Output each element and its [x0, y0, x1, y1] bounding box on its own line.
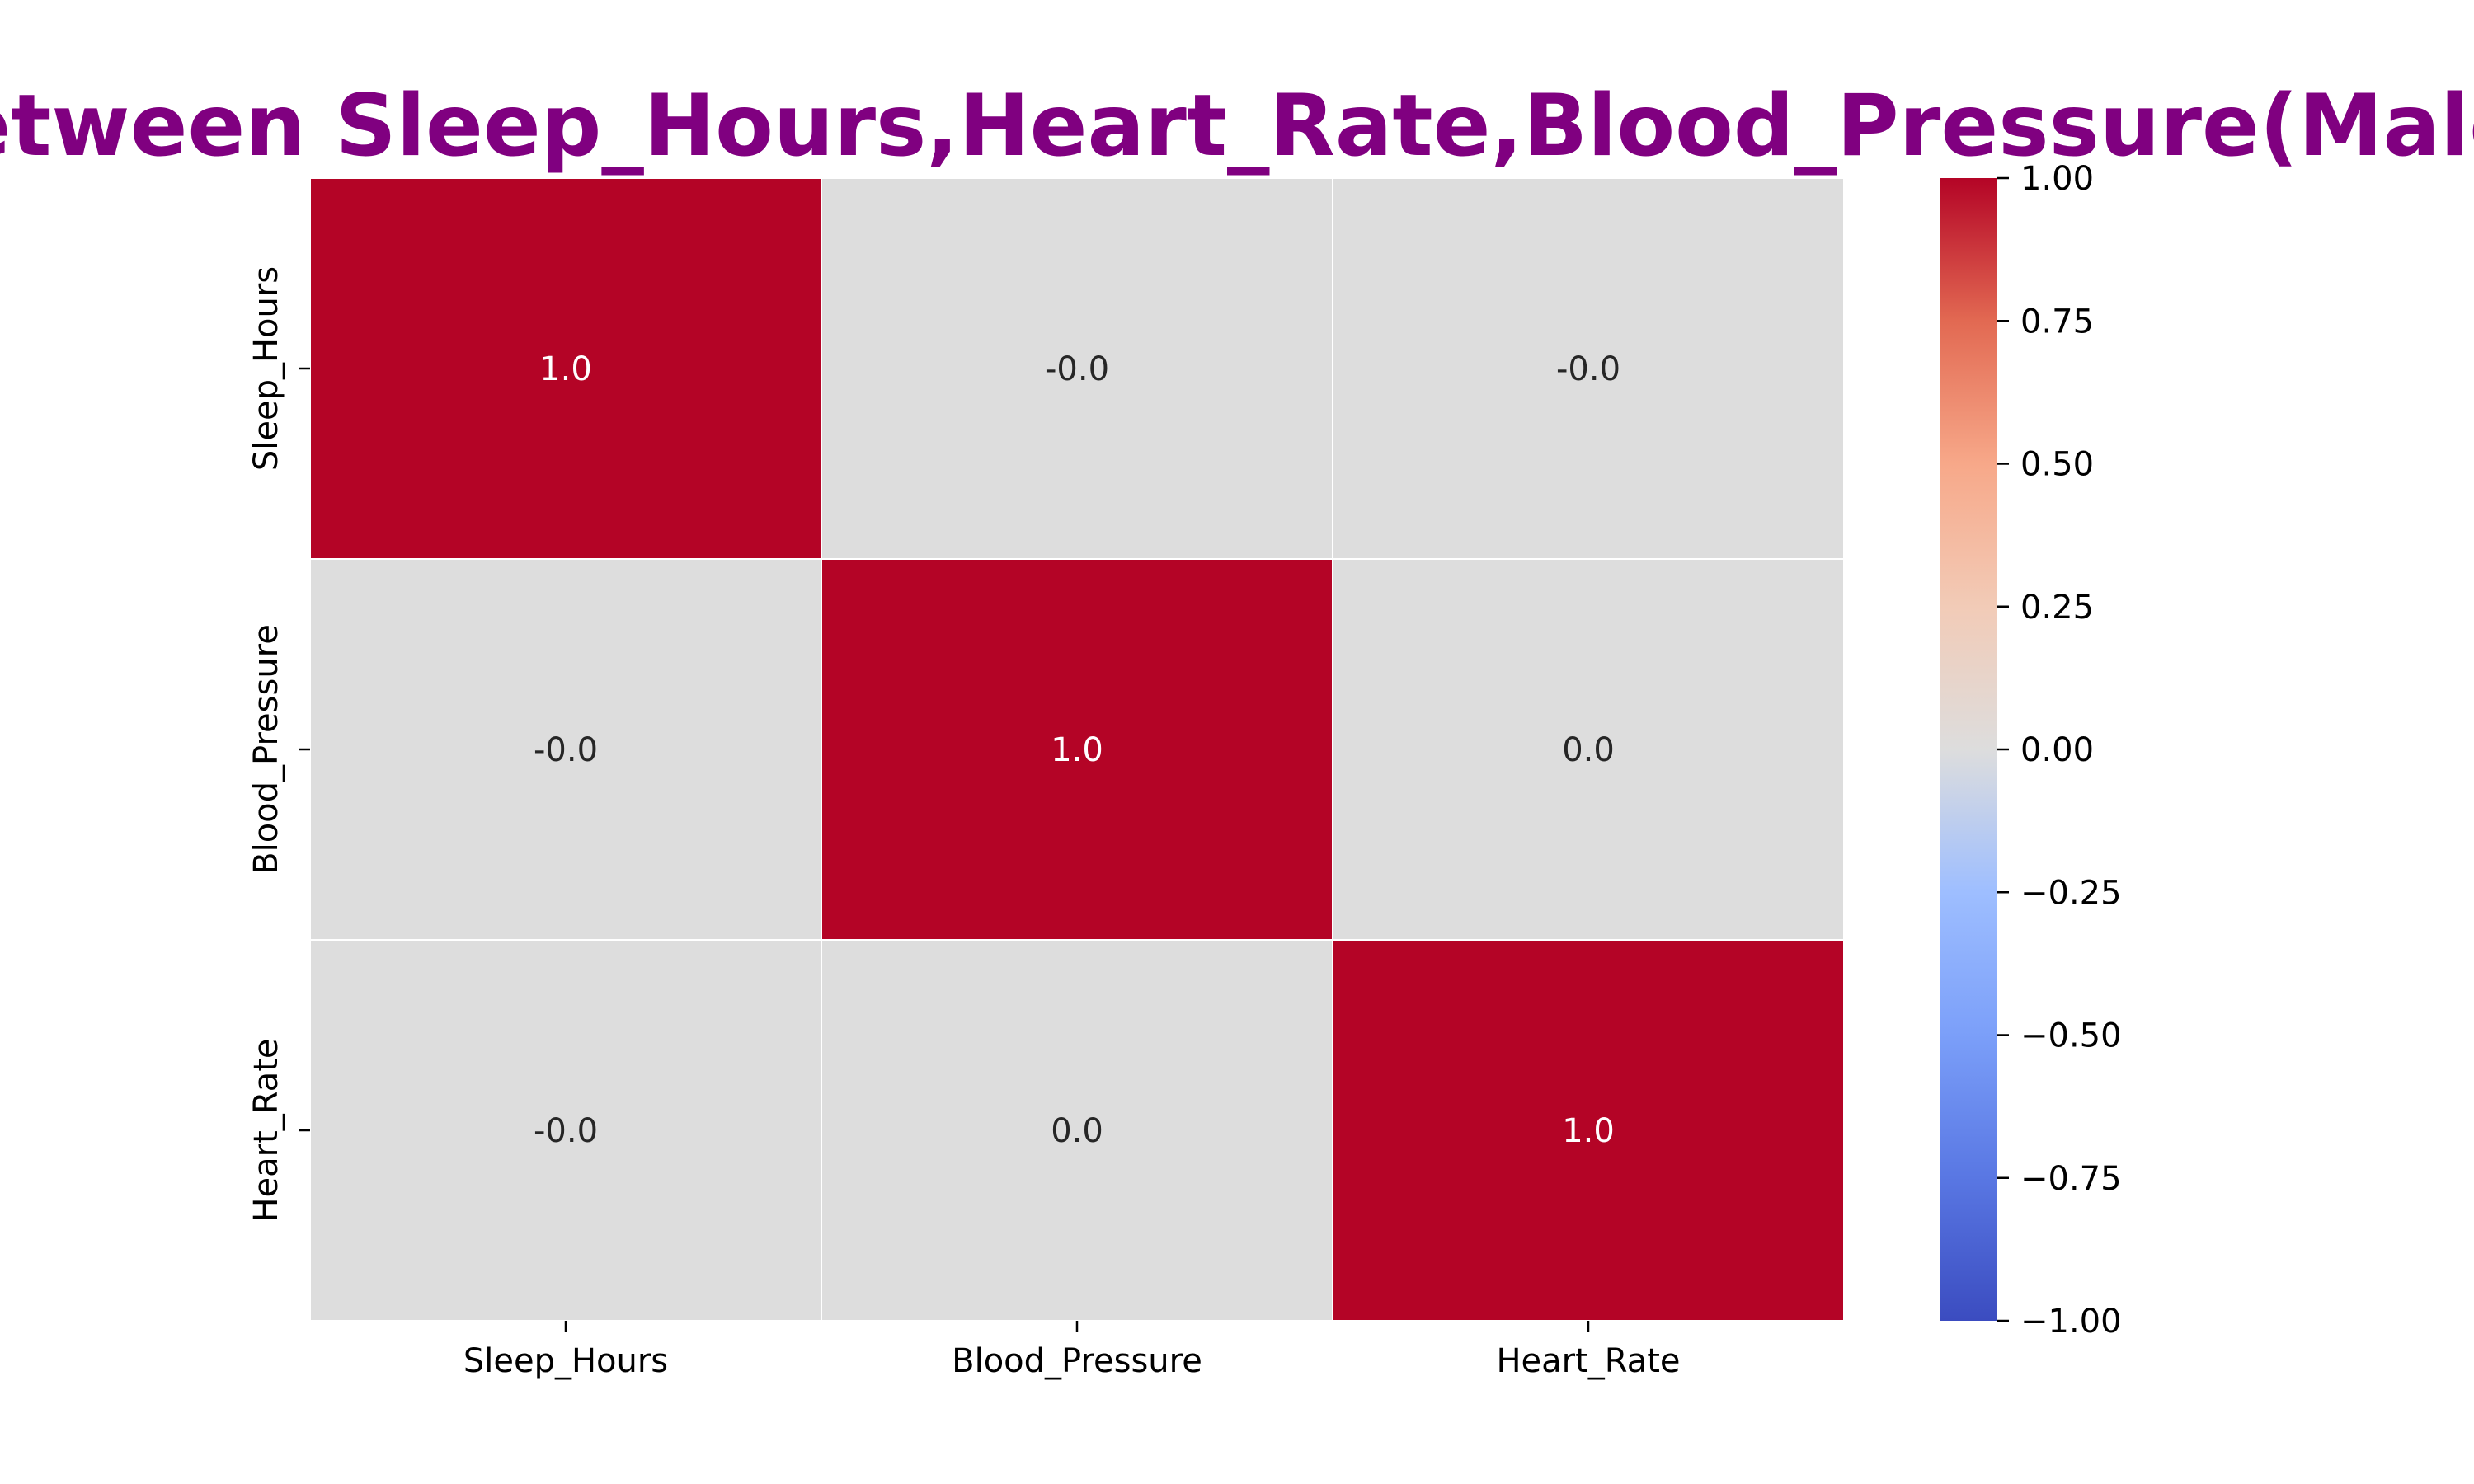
cell-annotation: 0.0 — [1051, 1112, 1103, 1150]
colorbar — [1940, 178, 1997, 1321]
cell-annotation: 1.0 — [1051, 731, 1103, 769]
heatmap-cell — [1332, 558, 1845, 941]
colorbar-tick-label: 0.75 — [2020, 303, 2094, 340]
colorbar-tick-label: 0.00 — [2020, 731, 2094, 769]
colorbar-tick-label: 0.25 — [2020, 589, 2094, 627]
heatmap-cell — [309, 177, 822, 560]
cell-annotation: -0.0 — [534, 1112, 598, 1150]
heatmap-cell — [309, 558, 822, 941]
colorbar-tick-label: −0.50 — [2020, 1017, 2122, 1055]
chart-title: Correlation between Sleep_Hours,Heart_Ra… — [0, 77, 2474, 176]
y-axis-ticks: Sleep_Hours Blood_Pressure Heart_Rate — [247, 266, 310, 1223]
colorbar-tick-label: −0.25 — [2020, 874, 2122, 912]
y-tick-label: Blood_Pressure — [247, 624, 285, 875]
cell-annotation: 0.0 — [1562, 731, 1615, 769]
colorbar-tick-label: −1.00 — [2020, 1303, 2122, 1341]
y-tick-label: Heart_Rate — [247, 1038, 285, 1222]
heatmap-cell — [309, 939, 822, 1322]
heatmap-cell — [821, 558, 1333, 941]
heatmap-cell — [821, 939, 1333, 1322]
x-axis-ticks: Sleep_Hours Blood_Pressure Heart_Rate — [463, 1321, 1681, 1380]
y-tick-label: Sleep_Hours — [247, 266, 285, 471]
cell-annotation: 1.0 — [1562, 1112, 1615, 1150]
colorbar-tick-label: 1.00 — [2020, 160, 2094, 198]
cell-annotation: -0.0 — [1556, 350, 1620, 388]
heatmap-cell — [821, 177, 1333, 560]
cell-annotation: -0.0 — [1045, 350, 1109, 388]
heatmap-annotations: 1.0 -0.0 -0.0 -0.0 1.0 0.0 -0.0 0.0 1.0 — [534, 350, 1620, 1150]
x-tick-label: Heart_Rate — [1496, 1342, 1680, 1380]
x-tick-label: Sleep_Hours — [463, 1342, 668, 1380]
cell-annotation: -0.0 — [534, 731, 598, 769]
x-tick-label: Blood_Pressure — [952, 1342, 1202, 1380]
colorbar-ticks: 1.00 0.75 0.50 0.25 0.00 −0.25 −0.50 −0.75 −1.00 — [1997, 160, 2122, 1341]
heatmap-cells — [309, 177, 1845, 1322]
colorbar-tick-label: −0.75 — [2020, 1160, 2122, 1198]
colorbar-tick-label: 0.50 — [2020, 446, 2094, 484]
cell-annotation: 1.0 — [539, 350, 592, 388]
heatmap-cell — [1332, 177, 1845, 560]
